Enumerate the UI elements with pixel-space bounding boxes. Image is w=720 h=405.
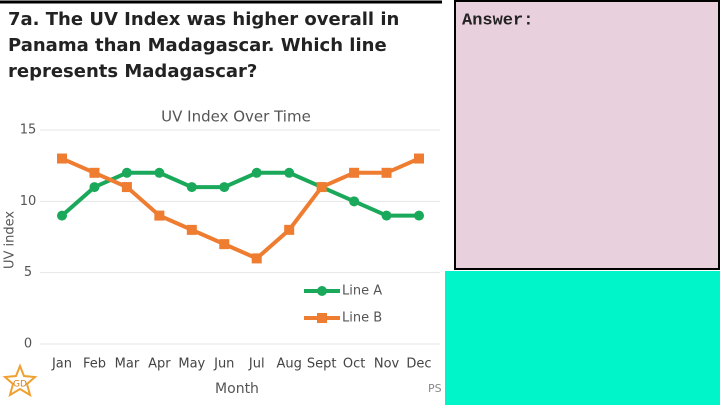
marker [284,224,295,235]
badge-star [2,363,38,398]
marker [316,182,327,193]
y-tick-label: 5 [24,265,32,280]
footer-mark: PS [428,382,442,395]
marker [89,167,100,178]
question-line: Panama than Madagascar. Which line [8,35,387,56]
question-line: represents Madagascar? [8,61,257,82]
badge-text: GD [13,380,27,390]
marker [57,210,67,221]
marker [414,210,424,221]
y-tick-label: 0 [24,337,32,352]
x-tick-label: Oct [343,357,365,372]
marker [284,167,295,178]
marker [251,253,262,264]
x-tick-label: Apr [148,357,171,372]
marker [251,167,262,178]
data-line [61,156,420,261]
x-tick-label: Jun [213,357,234,372]
marker [381,167,392,178]
marker [89,182,100,193]
marker [414,153,424,164]
marker [154,210,165,221]
answer-box [454,0,720,270]
marker [57,153,67,164]
marker [186,182,197,193]
data-line [60,170,419,218]
marker [154,167,165,178]
legend-label: Line B [342,311,382,326]
x-tick-label: May [178,357,205,372]
teal-panel [445,271,720,405]
x-tick-label: Mar [115,357,140,372]
x-axis-label: Month [215,381,259,397]
x-tick-label: Nov [374,357,400,372]
answer-label: Answer: [462,11,533,30]
y-tick-label: 10 [20,194,37,209]
x-tick-label: Feb [83,357,106,372]
marker [186,224,197,235]
chart-title: UV Index Over Time [161,108,311,126]
legend-label: Line A [342,284,382,299]
question-line: 7a. The UV Index was higher overall in [8,9,399,30]
marker [219,239,230,250]
x-tick-label: Jan [51,357,72,372]
marker [219,182,230,193]
marker [381,210,392,221]
marker [349,196,360,207]
legend-marker [317,313,327,323]
legend-marker [317,286,327,296]
x-tick-label: Aug [276,357,301,372]
x-tick-label: Sept [307,357,337,372]
x-tick-label: Jul [248,357,265,372]
y-tick-label: 15 [20,123,37,138]
marker [121,182,132,193]
marker [349,167,360,178]
y-axis-label: UV index [3,211,18,269]
marker [121,167,132,178]
x-tick-label: Dec [406,357,431,372]
